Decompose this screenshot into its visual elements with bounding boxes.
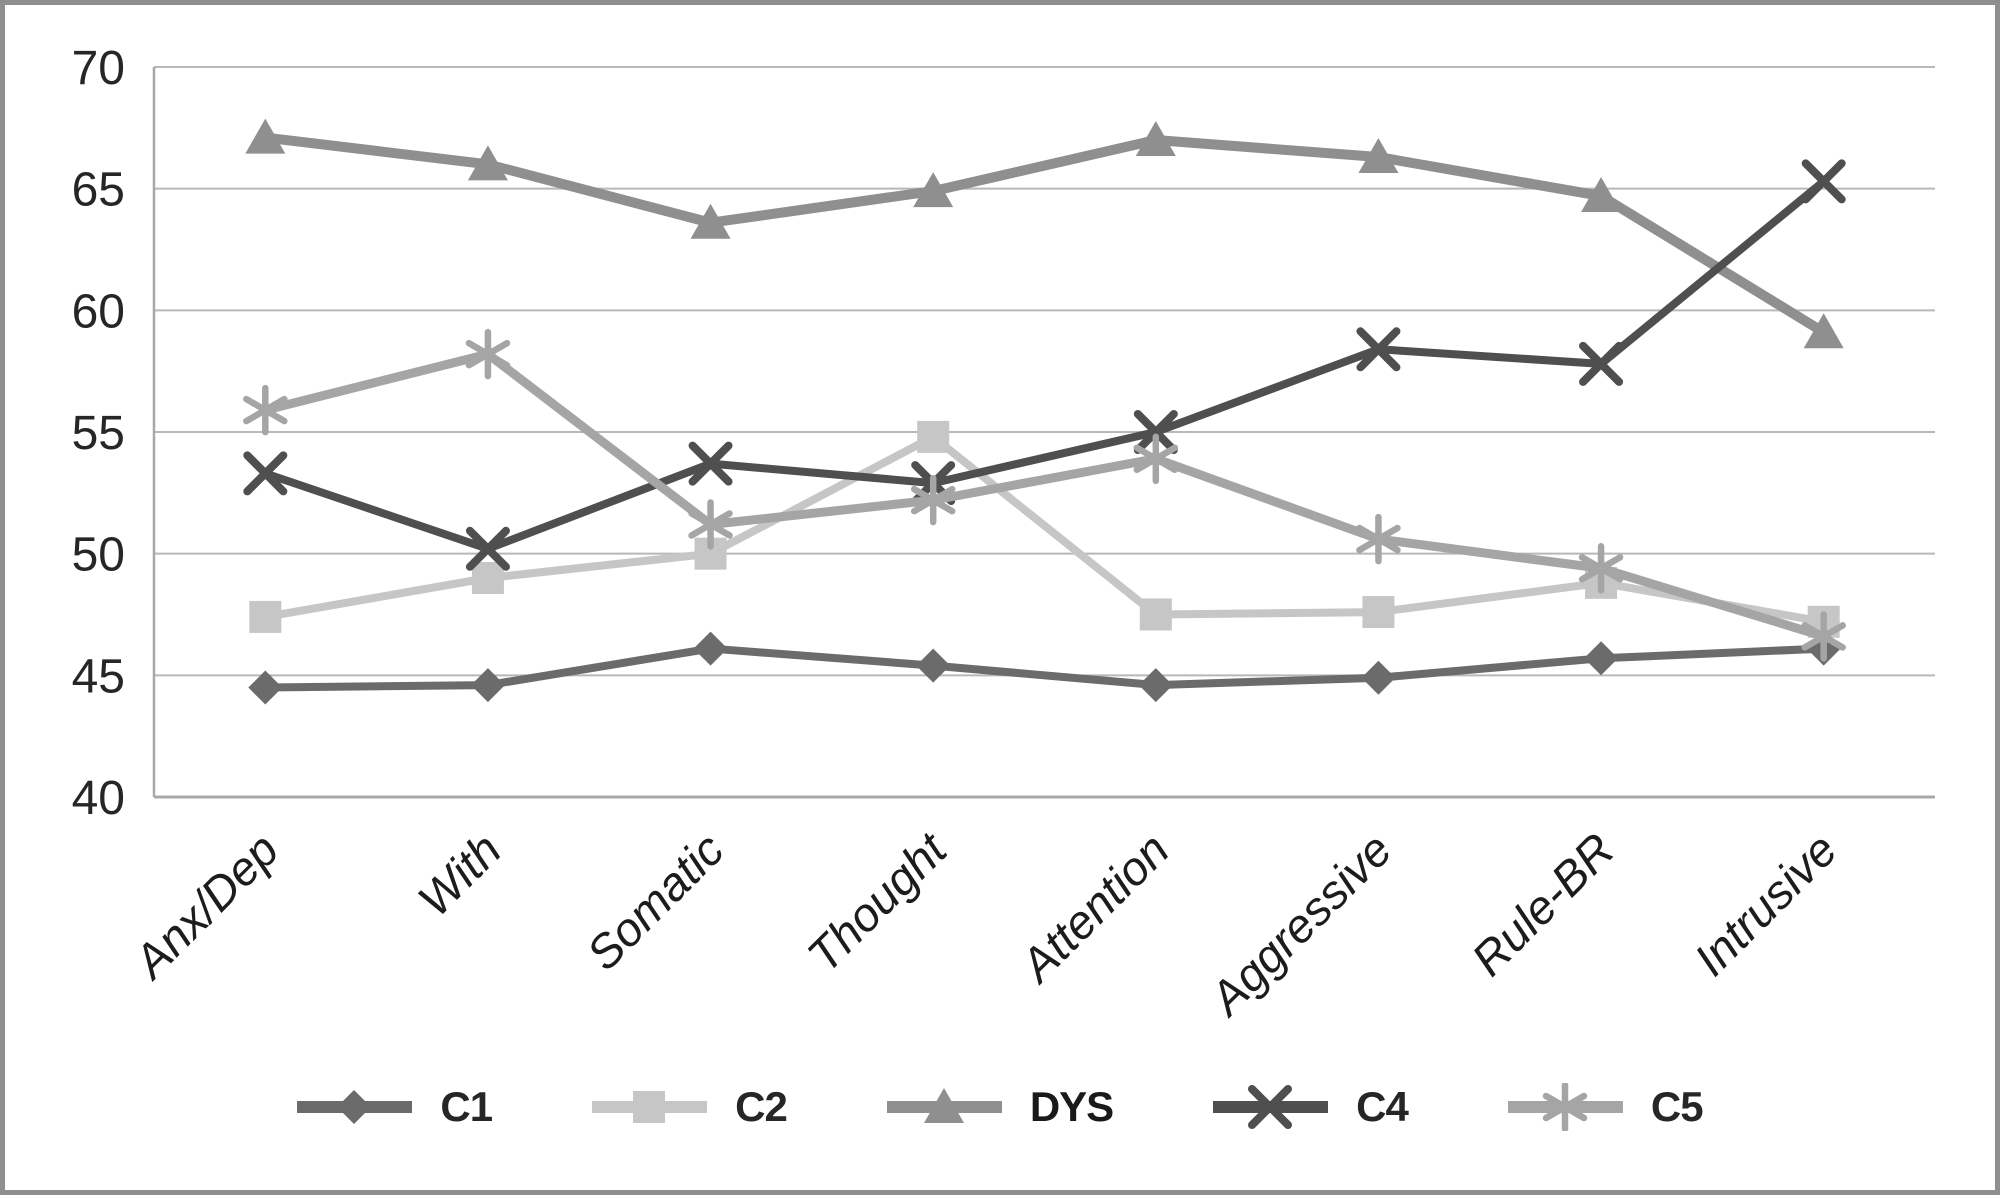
marker-square	[249, 600, 282, 633]
legend-swatch-dys-triangle-icon	[886, 1088, 1002, 1123]
marker-triangle	[1135, 121, 1176, 156]
marker-diamond	[337, 1090, 372, 1124]
y-axis-label: 55	[72, 407, 125, 460]
y-axis-label: 65	[72, 164, 125, 217]
legend-swatch-c4-x-icon	[1213, 1085, 1329, 1129]
marker-x	[1801, 159, 1846, 204]
legend-label-c1: C1	[440, 1083, 493, 1130]
x-axis-label: Attention	[1008, 823, 1179, 994]
legend-item-c5: C5	[1507, 1083, 1704, 1131]
x-axis-label: With	[407, 823, 511, 927]
marker-triangle	[923, 1088, 964, 1123]
chart-canvas: 40 45 50 55 60 65 70 Anx/Dep With Somatic Thought A…	[72, 42, 1935, 1027]
x-axis-label: Somatic	[576, 823, 734, 981]
legend-swatch-c5-asterisk-icon	[1507, 1083, 1623, 1131]
marker-square	[1362, 596, 1395, 629]
marker-diamond	[1361, 660, 1396, 695]
marker-diamond	[1584, 641, 1619, 676]
marker-triangle	[1358, 138, 1399, 174]
chart-legend: C1 C2 DYS C4 C5	[5, 1083, 1995, 1131]
legend-item-c1: C1	[297, 1083, 493, 1131]
marker-asterisk	[243, 384, 288, 436]
marker-asterisk	[465, 328, 511, 380]
marker-asterisk	[688, 499, 733, 550]
marker-triangle	[467, 145, 508, 181]
legend-item-dys: DYS	[886, 1083, 1114, 1131]
marker-x	[1248, 1085, 1293, 1129]
marker-asterisk	[1133, 433, 1179, 485]
marker-x	[688, 441, 733, 486]
marker-asterisk	[1542, 1083, 1588, 1131]
legend-item-c2: C2	[592, 1083, 788, 1131]
series-line-DYS	[260, 132, 1829, 338]
x-axis-label: Aggressive	[1198, 823, 1402, 1027]
marker-asterisk	[1801, 611, 1846, 662]
x-axis-label: Thought	[797, 821, 958, 982]
legend-label-c5: C5	[1650, 1083, 1704, 1130]
marker-diamond	[470, 668, 505, 703]
marker-triangle	[1803, 313, 1844, 349]
marker-x	[1356, 327, 1401, 372]
legend-label-c4: C4	[1356, 1083, 1409, 1130]
legend-label-c2: C2	[735, 1083, 788, 1130]
marker-square	[471, 562, 504, 594]
legend-swatch-c1-diamond-icon	[297, 1090, 413, 1124]
y-axis-label: 70	[72, 42, 125, 95]
marker-triangle	[690, 203, 731, 239]
marker-square	[1139, 598, 1172, 631]
marker-asterisk	[910, 474, 956, 526]
marker-x	[1133, 410, 1178, 454]
legend-item-c4: C4	[1213, 1083, 1409, 1131]
marker-diamond	[693, 631, 728, 666]
marker-x	[1579, 341, 1624, 386]
marker-triangle	[913, 172, 954, 208]
y-axis-label: 45	[72, 650, 125, 703]
x-axis-label: Anx/Dep	[121, 823, 288, 990]
series-line-C1	[261, 644, 1828, 692]
marker-triangle	[1581, 176, 1622, 212]
marker-diamond	[248, 670, 283, 705]
marker-asterisk	[1356, 513, 1401, 565]
x-axis-label: Rule-BR	[1461, 823, 1624, 986]
y-axis-label: 50	[72, 529, 125, 582]
marker-square	[633, 1091, 666, 1123]
legend-label-dys: DYS	[1029, 1083, 1114, 1130]
series-line-C5	[260, 349, 1829, 641]
legend-swatch-c2-square-icon	[592, 1091, 708, 1123]
y-axis-label: 40	[72, 772, 125, 825]
marker-x	[465, 526, 510, 571]
marker-diamond	[916, 648, 951, 683]
marker-square	[917, 420, 950, 453]
marker-diamond	[1138, 668, 1173, 703]
series-line-C4	[261, 177, 1828, 553]
x-axis-label: Intrusive	[1684, 823, 1847, 986]
series-line-C2	[261, 432, 1828, 626]
marker-asterisk	[1578, 543, 1624, 594]
y-axis-label: 60	[72, 285, 125, 338]
marker-triangle	[245, 118, 286, 154]
marker-x	[243, 451, 288, 496]
